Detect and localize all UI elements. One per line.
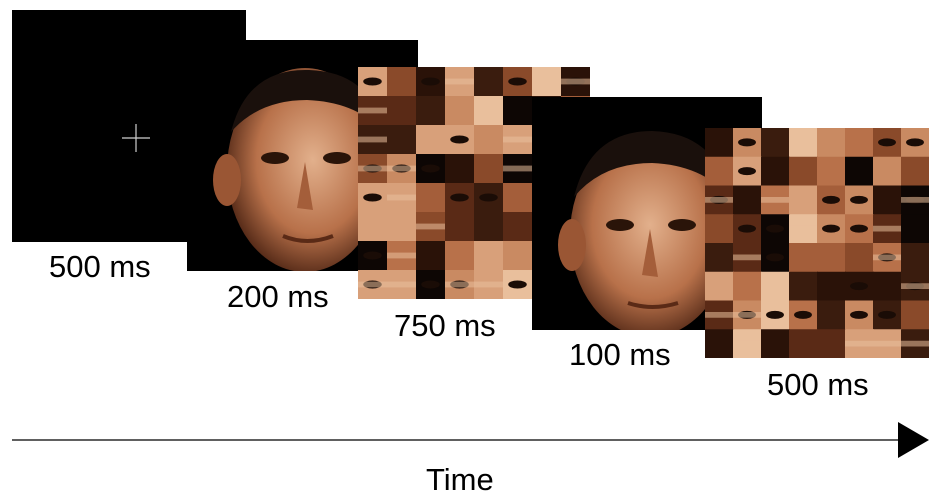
arrow-head-icon bbox=[898, 422, 929, 458]
frame-mask-2 bbox=[705, 128, 929, 358]
duration-label: 100 ms bbox=[566, 337, 674, 372]
time-axis-label: Time bbox=[426, 462, 494, 497]
scrambled-mask-image bbox=[705, 128, 929, 358]
duration-label: 200 ms bbox=[224, 279, 332, 314]
duration-label: 500 ms bbox=[46, 249, 154, 284]
duration-label: 750 ms bbox=[391, 308, 499, 343]
duration-label: 500 ms bbox=[764, 367, 872, 402]
